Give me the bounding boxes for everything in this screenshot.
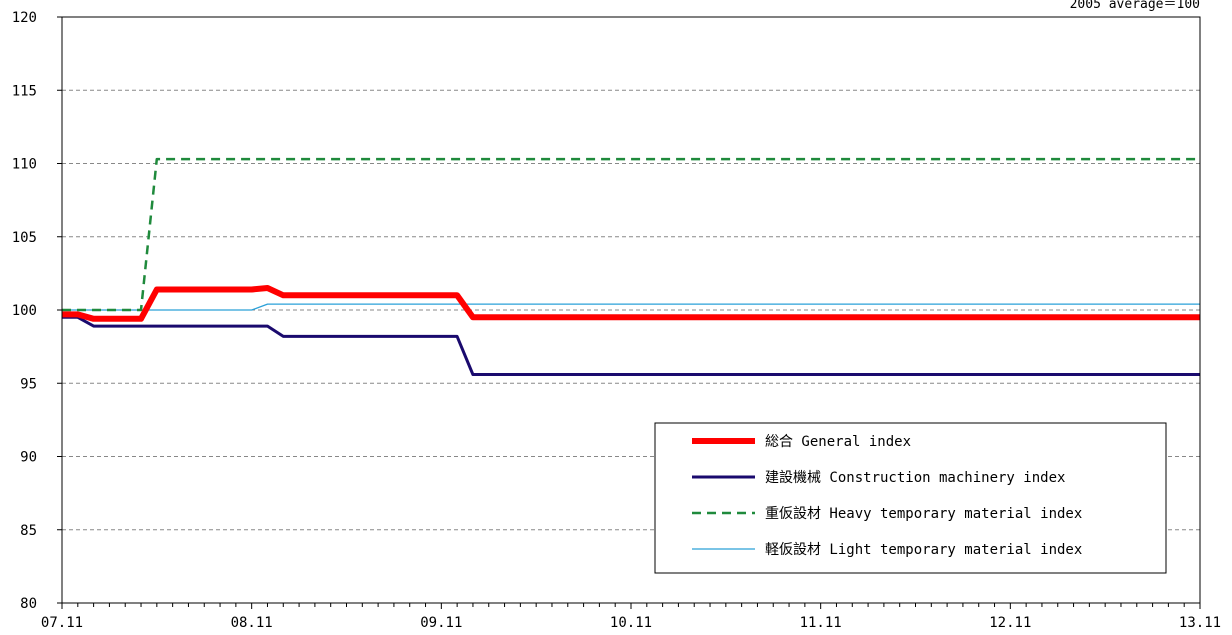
x-tick-label: 08.11 (231, 615, 273, 631)
x-tick-label: 07.11 (41, 615, 83, 631)
y-tick-label: 80 (20, 596, 37, 612)
x-axis-ticks: 07.11 08.11 09.11 10.11 11.11 12.11 13.11 (41, 603, 1221, 631)
x-tick-label: 12.11 (989, 615, 1031, 631)
y-tick-label: 115 (12, 83, 37, 99)
y-tick-label: 105 (12, 230, 37, 246)
series-line-2 (62, 157, 1200, 312)
legend: 総合 General index 建設機械 Construction machin… (654, 422, 1167, 574)
legend-label: 総合 General index (765, 434, 911, 450)
legend-label: 重仮設材 Heavy temporary material index (765, 506, 1082, 522)
y-axis-ticks: 80 85 90 95 100 105 110 115 120 (12, 10, 62, 612)
y-tick-label: 90 (20, 450, 37, 466)
series-lines (62, 157, 1200, 376)
x-tick-label: 10.11 (610, 615, 652, 631)
y-tick-label: 95 (20, 376, 37, 392)
x-tick-label: 09.11 (420, 615, 462, 631)
x-tick-label: 11.11 (800, 615, 842, 631)
y-tick-label: 120 (12, 10, 37, 26)
index-base-note: 2005 average＝100 (1070, 0, 1200, 12)
legend-label: 軽仮設材 Light temporary material index (765, 542, 1082, 558)
x-tick-label: 13.11 (1179, 615, 1221, 631)
y-tick-label: 85 (20, 523, 37, 539)
y-tick-label: 110 (12, 157, 37, 173)
series-line-0 (62, 285, 1200, 322)
legend-label: 建設機械 Construction machinery index (765, 470, 1065, 486)
y-tick-label: 100 (12, 303, 37, 319)
legend-box (654, 422, 1167, 574)
series-line-1 (62, 315, 1200, 376)
series-line-3 (62, 303, 1200, 311)
